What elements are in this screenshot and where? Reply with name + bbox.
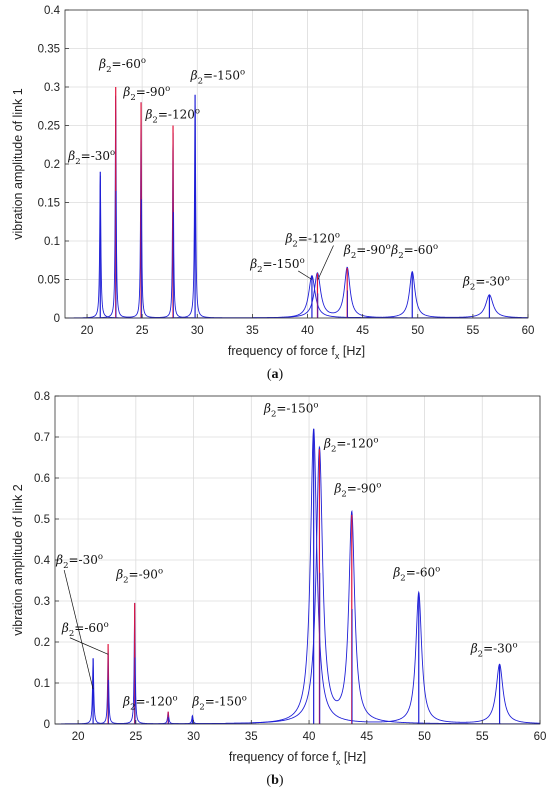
annotation-beta: β2=-60o bbox=[390, 242, 438, 261]
annotation-leader bbox=[317, 245, 334, 280]
y-tick-label: 0 bbox=[44, 719, 50, 731]
annotation-beta: β2=-150o bbox=[263, 400, 319, 419]
y-tick-label: 0.15 bbox=[38, 198, 60, 210]
x-tick-label: 50 bbox=[418, 731, 431, 743]
annotation-beta: β2=-30o bbox=[67, 148, 115, 167]
annotation-beta: β2=-150o bbox=[249, 256, 305, 275]
x-tick-label: 20 bbox=[81, 325, 94, 337]
x-tick-label: 40 bbox=[301, 325, 314, 337]
y-axis-label: vibration amplitude of link 2 bbox=[11, 484, 25, 636]
annotation-beta: β2=-120o bbox=[284, 231, 340, 250]
x-axis-label: frequency of force fx [Hz] bbox=[229, 750, 366, 767]
annotation-leader bbox=[69, 637, 109, 655]
annotation-beta: β2=-150o bbox=[191, 694, 247, 713]
annotation-beta: β2=-90o bbox=[115, 566, 163, 585]
y-tick-label: 0.8 bbox=[34, 391, 50, 403]
y-tick-label: 0.2 bbox=[44, 159, 60, 171]
panel-a: 20 25 30 35 40 45 50 55 60 0 0.05 0.1 0.15 0.2 0.25 0.3… bbox=[11, 5, 534, 382]
y-tick-label: 0.7 bbox=[34, 432, 50, 444]
y-tick-label: 0.05 bbox=[38, 275, 60, 287]
x-axis-label: frequency of force fx [Hz] bbox=[228, 344, 365, 361]
x-tick-label: 45 bbox=[356, 325, 369, 337]
x-tick-label: 25 bbox=[129, 731, 142, 743]
annotation-leader bbox=[298, 270, 313, 280]
annotation-beta: β2=-60o bbox=[61, 620, 109, 639]
y-tick-label: 0.2 bbox=[34, 637, 50, 649]
x-tick-label: 35 bbox=[245, 731, 258, 743]
annotation-beta: β2=-30o bbox=[55, 552, 103, 571]
y-tick-label: 0.6 bbox=[34, 473, 50, 485]
x-tick-label: 45 bbox=[360, 731, 373, 743]
x-tick-label: 50 bbox=[411, 325, 424, 337]
response-curve-mixed bbox=[55, 445, 540, 725]
annotation-leader bbox=[63, 570, 94, 690]
annotation-beta: β2=-150o bbox=[190, 67, 246, 86]
y-tick-label: 0.25 bbox=[38, 121, 60, 133]
panel-label: (a) bbox=[267, 367, 284, 382]
annotation-beta: β2=-90o bbox=[343, 242, 391, 261]
x-tick-label: 25 bbox=[136, 325, 149, 337]
x-tick-label: 35 bbox=[246, 325, 259, 337]
y-tick-label: 0.1 bbox=[44, 236, 60, 248]
y-tick-label: 0 bbox=[54, 313, 60, 325]
x-tick-label: 30 bbox=[191, 325, 204, 337]
annotation-beta: β2=-30o bbox=[470, 640, 518, 659]
annotation-beta: β2=-120o bbox=[144, 107, 200, 126]
x-tick-label: 55 bbox=[466, 325, 479, 337]
x-tick-label: 20 bbox=[72, 731, 85, 743]
x-tick-label: 40 bbox=[303, 731, 316, 743]
response-curve-mixed bbox=[65, 95, 528, 319]
x-tick-label: 60 bbox=[522, 325, 535, 337]
y-tick-label: 0.3 bbox=[44, 82, 60, 94]
x-tick-label: 55 bbox=[476, 731, 489, 743]
annotation-beta: β2=-60o bbox=[392, 564, 440, 583]
x-tick-label: 30 bbox=[187, 731, 200, 743]
y-axis-label: vibration amplitude of link 1 bbox=[11, 88, 25, 240]
y-tick-label: 0.3 bbox=[34, 596, 50, 608]
y-tick-label: 0.5 bbox=[34, 514, 50, 526]
response-curve-blue bbox=[64, 100, 529, 319]
annotation-beta: β2=-60o bbox=[98, 56, 146, 75]
y-tick-label: 0.4 bbox=[34, 555, 51, 567]
annotation-beta: β2=-30o bbox=[462, 274, 510, 293]
y-tick-label: 0.1 bbox=[34, 678, 50, 690]
y-tick-label: 0.4 bbox=[44, 5, 61, 17]
annotation-beta: β2=-120o bbox=[122, 694, 178, 713]
panel-b: 20 25 30 35 40 45 50 55 60 0 0.1 0.2 0.3 0.4 0.5 0.6 0.7… bbox=[11, 391, 546, 788]
annotation-beta: β2=-90o bbox=[122, 84, 170, 103]
annotation-beta: β2=-120o bbox=[323, 435, 379, 454]
annotation-beta: β2=-90o bbox=[333, 480, 381, 499]
x-tick-label: 60 bbox=[534, 731, 547, 743]
y-tick-label: 0.35 bbox=[38, 44, 60, 56]
panel-label: (b) bbox=[266, 773, 283, 788]
